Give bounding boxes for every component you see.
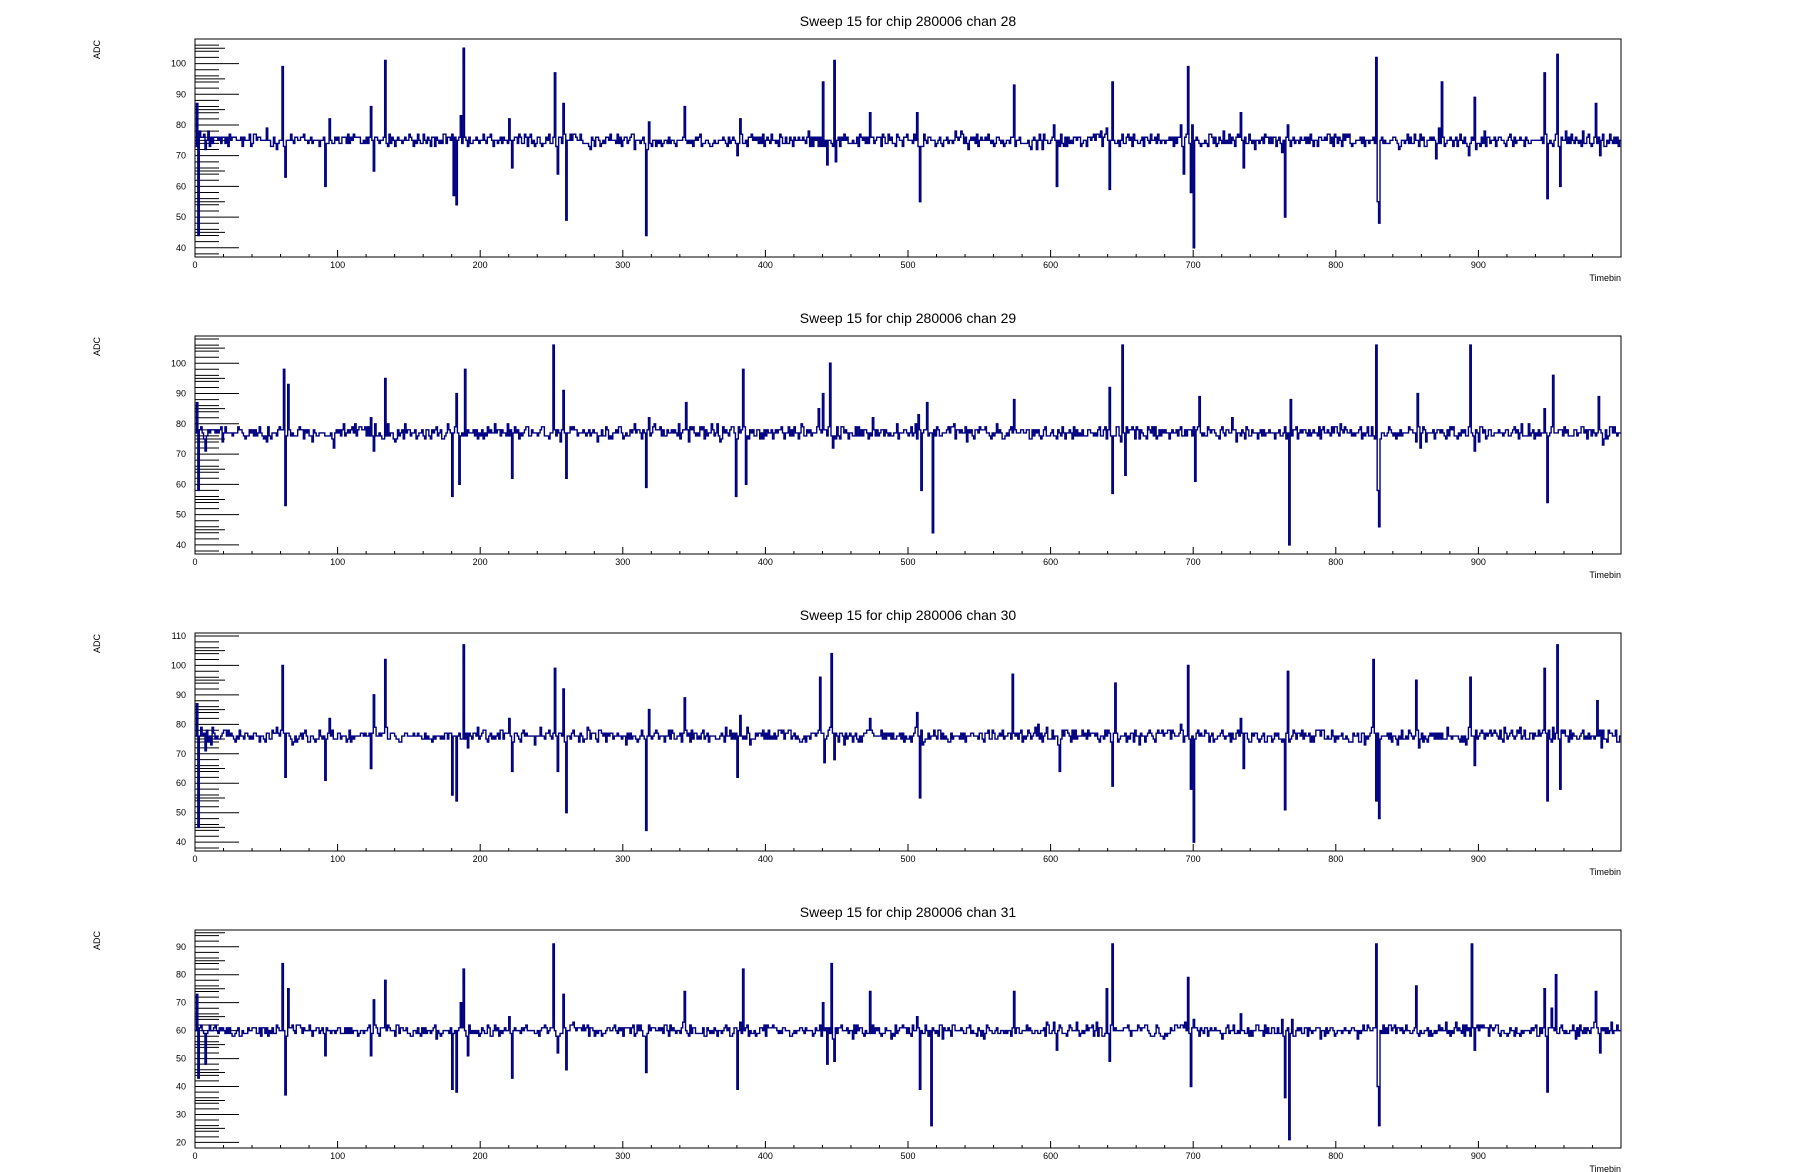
y-tick-label: 40	[176, 1082, 186, 1092]
x-tick-label: 200	[473, 260, 488, 270]
y-tick-label: 60	[176, 778, 186, 788]
x-tick-label: 300	[615, 557, 630, 567]
y-tick-label: 80	[176, 419, 186, 429]
y-tick-label: 40	[176, 243, 186, 253]
series-trace	[195, 47, 1621, 249]
chart-title: Sweep 15 for chip 280006 chan 31	[800, 904, 1017, 920]
y-tick-label: 100	[171, 59, 186, 69]
chart-panel-2: Sweep 15 for chip 280006 chan 30 ADC Timeb…	[92, 607, 1622, 877]
y-tick-label: 50	[176, 510, 186, 520]
x-tick-label: 200	[473, 1151, 488, 1161]
x-tick-label: 900	[1471, 854, 1486, 864]
x-tick-label: 900	[1471, 260, 1486, 270]
x-tick-label: 900	[1471, 557, 1486, 567]
x-tick-label: 500	[900, 1151, 915, 1161]
x-tick-label: 0	[192, 557, 197, 567]
x-tick-label: 200	[473, 557, 488, 567]
y-tick-label: 40	[176, 837, 186, 847]
x-tick-label: 100	[330, 854, 345, 864]
y-tick-label: 20	[176, 1137, 186, 1147]
y-tick-label: 30	[176, 1109, 186, 1119]
y-tick-label: 60	[176, 181, 186, 191]
x-axis-label: Timebin	[1589, 570, 1621, 580]
x-tick-label: 500	[900, 854, 915, 864]
y-tick-label: 90	[176, 389, 186, 399]
y-tick-label: 60	[176, 479, 186, 489]
y-tick-label: 100	[171, 660, 186, 670]
x-tick-label: 100	[330, 260, 345, 270]
x-tick-label: 700	[1186, 260, 1201, 270]
x-tick-label: 100	[330, 1151, 345, 1161]
x-tick-label: 400	[758, 1151, 773, 1161]
y-tick-label: 80	[176, 719, 186, 729]
x-tick-label: 300	[615, 1151, 630, 1161]
y-tick-label: 100	[171, 358, 186, 368]
y-tick-label: 70	[176, 749, 186, 759]
y-tick-label: 50	[176, 212, 186, 222]
x-axis-label: Timebin	[1589, 273, 1621, 283]
chart-panel-3: Sweep 15 for chip 280006 chan 31 ADC Timeb…	[92, 904, 1622, 1172]
y-tick-label: 50	[176, 808, 186, 818]
x-tick-label: 700	[1186, 557, 1201, 567]
x-tick-label: 900	[1471, 1151, 1486, 1161]
x-tick-label: 0	[192, 260, 197, 270]
x-tick-label: 400	[758, 260, 773, 270]
y-axis-label: ADC	[92, 337, 102, 357]
x-axis-label: Timebin	[1589, 1164, 1621, 1172]
y-tick-label: 90	[176, 690, 186, 700]
y-tick-label: 90	[176, 942, 186, 952]
chart-title: Sweep 15 for chip 280006 chan 28	[800, 13, 1017, 29]
plot-frame	[194, 632, 1622, 852]
x-tick-label: 700	[1186, 1151, 1201, 1161]
x-tick-label: 800	[1328, 260, 1343, 270]
y-tick-label: 80	[176, 120, 186, 130]
y-tick-label: 40	[176, 540, 186, 550]
y-axis-label: ADC	[92, 634, 102, 654]
series-trace	[195, 344, 1621, 546]
y-tick-label: 70	[176, 449, 186, 459]
x-tick-label: 800	[1328, 854, 1343, 864]
plot-frame	[194, 38, 1622, 258]
y-tick-label: 70	[176, 998, 186, 1008]
y-tick-label: 60	[176, 1026, 186, 1036]
chart-panel-0: Sweep 15 for chip 280006 chan 28 ADC Timeb…	[92, 13, 1622, 283]
y-axis-label: ADC	[92, 931, 102, 951]
x-tick-label: 600	[1043, 557, 1058, 567]
x-tick-label: 300	[615, 854, 630, 864]
plot-frame	[194, 929, 1622, 1149]
series-trace	[195, 644, 1621, 843]
x-tick-label: 200	[473, 854, 488, 864]
chart-title: Sweep 15 for chip 280006 chan 30	[800, 607, 1017, 623]
y-tick-label: 110	[172, 631, 186, 641]
x-tick-label: 0	[192, 854, 197, 864]
x-tick-label: 300	[615, 260, 630, 270]
x-tick-label: 100	[330, 557, 345, 567]
y-tick-label: 70	[176, 151, 186, 161]
x-tick-label: 800	[1328, 1151, 1343, 1161]
y-tick-label: 50	[176, 1054, 186, 1064]
x-tick-label: 400	[758, 557, 773, 567]
y-tick-label: 90	[176, 89, 186, 99]
x-tick-label: 600	[1043, 1151, 1058, 1161]
x-tick-label: 0	[192, 1151, 197, 1161]
y-tick-label: 80	[176, 970, 186, 980]
x-tick-label: 400	[758, 854, 773, 864]
x-tick-label: 500	[900, 557, 915, 567]
chart-panel-1: Sweep 15 for chip 280006 chan 29 ADC Timeb…	[92, 310, 1622, 580]
y-axis-label: ADC	[92, 40, 102, 60]
x-tick-label: 500	[900, 260, 915, 270]
x-tick-label: 600	[1043, 260, 1058, 270]
x-axis-label: Timebin	[1589, 867, 1621, 877]
chart-title: Sweep 15 for chip 280006 chan 29	[800, 310, 1017, 326]
x-tick-label: 800	[1328, 557, 1343, 567]
plot-frame	[194, 335, 1622, 555]
x-tick-label: 700	[1186, 854, 1201, 864]
series-trace	[195, 943, 1621, 1141]
x-tick-label: 600	[1043, 854, 1058, 864]
